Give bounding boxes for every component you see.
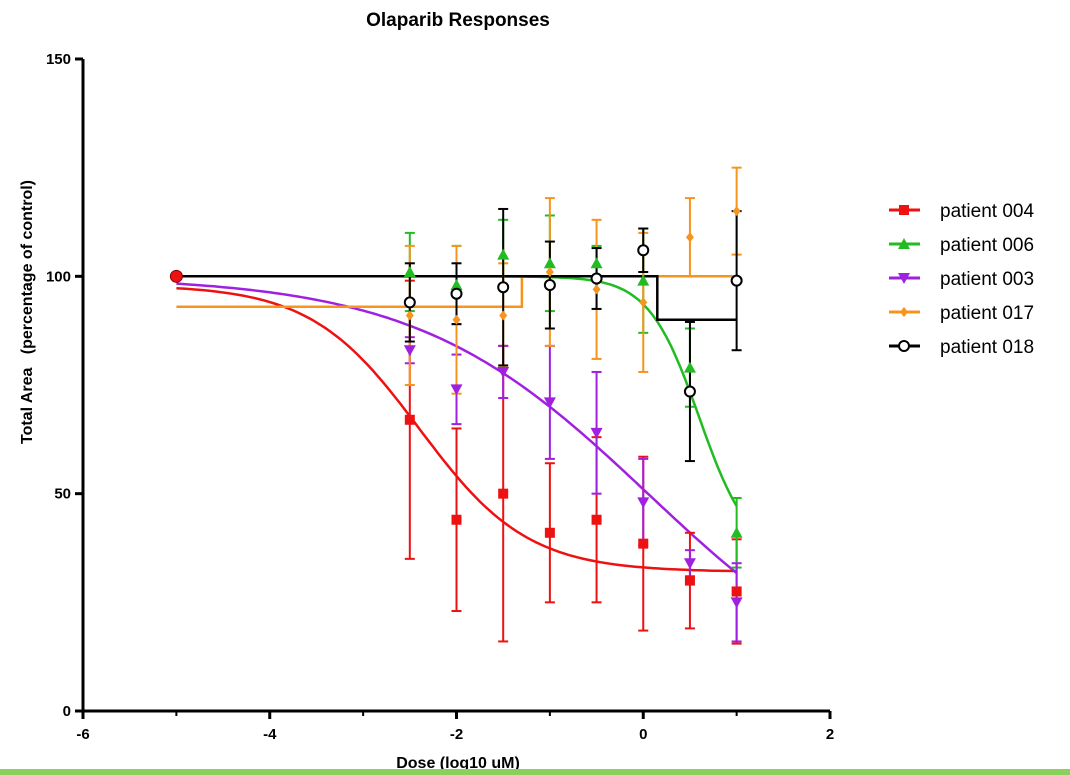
data-point <box>452 314 461 325</box>
y-axis-title: Total Area (percentage of control) <box>19 180 36 444</box>
y-tick-label: 100 <box>46 268 71 285</box>
data-point <box>405 310 414 321</box>
data-point <box>684 575 695 586</box>
data-point <box>637 274 650 286</box>
legend-label: patient 018 <box>940 337 1034 358</box>
data-point <box>592 284 601 295</box>
data-point <box>590 427 603 439</box>
y-tick-label: 0 <box>63 703 71 720</box>
data-point <box>683 361 696 373</box>
x-tick-label: -2 <box>450 726 463 743</box>
data-point <box>499 310 508 321</box>
chart-title: Olaparib Responses <box>366 10 550 31</box>
data-point <box>543 397 556 409</box>
legend-label: patient 004 <box>940 201 1034 222</box>
data-point <box>403 345 416 357</box>
legend-label: patient 017 <box>940 303 1034 324</box>
data-point <box>732 206 741 217</box>
data-point <box>731 586 742 597</box>
legend-marker <box>898 340 910 352</box>
data-point <box>639 297 648 308</box>
data-point <box>403 296 416 309</box>
data-point <box>730 597 743 609</box>
data-point <box>497 248 510 260</box>
legend-marker <box>899 205 909 215</box>
data-point <box>451 514 462 525</box>
x-tick-label: -4 <box>263 726 277 743</box>
fit-curve-patient-018 <box>176 275 737 322</box>
data-point <box>683 385 696 398</box>
ticks: -6 -4 -2 0 2 0 50 100 150 <box>46 51 834 743</box>
legend-marker <box>900 307 908 317</box>
data-point <box>638 538 649 549</box>
data-point <box>450 287 463 300</box>
data-point <box>683 558 696 570</box>
data-point <box>497 366 510 378</box>
data-point <box>543 279 556 292</box>
y-tick-label: 50 <box>54 486 71 503</box>
data-point <box>404 414 415 425</box>
y-tick-label: 150 <box>46 51 71 68</box>
data-point <box>591 514 602 525</box>
data-point <box>544 527 555 538</box>
legend-label: patient 003 <box>940 269 1034 290</box>
x-tick-label: 2 <box>826 726 834 743</box>
data-point <box>730 274 743 287</box>
data-point <box>450 279 463 291</box>
bottom-accent-bar <box>0 769 1070 775</box>
x-axis-title: Dose (log10 uM) <box>396 755 520 772</box>
data-point <box>590 272 603 285</box>
x-tick-label: -6 <box>76 726 89 743</box>
data-point <box>637 244 650 257</box>
legend: patient 004 patient 006 patient 003 patient… <box>889 201 1034 358</box>
legend-label: patient 006 <box>940 235 1034 256</box>
data-point <box>498 488 509 499</box>
data-point <box>685 232 694 243</box>
data-point <box>450 384 463 396</box>
control-point <box>169 269 183 283</box>
data-point <box>497 281 510 294</box>
legend-marker <box>898 238 910 249</box>
data-point <box>637 497 650 509</box>
data-point <box>545 266 554 277</box>
data-point <box>730 526 743 538</box>
legend-marker <box>898 273 910 284</box>
data-point <box>403 265 416 277</box>
data-point <box>590 257 603 269</box>
x-tick-label: 0 <box>639 726 647 743</box>
data-point <box>543 257 556 269</box>
data-markers <box>169 206 743 609</box>
